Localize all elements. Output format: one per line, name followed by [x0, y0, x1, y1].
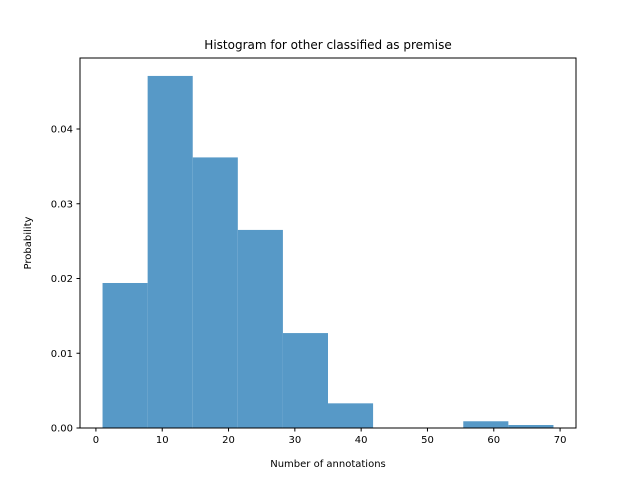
x-tick-label: 30	[288, 435, 301, 446]
y-axis-label: Probability	[23, 216, 34, 269]
histogram-bar	[102, 282, 148, 428]
y-tick-label: 0.00	[51, 424, 73, 435]
x-tick-label: 60	[487, 435, 500, 446]
bars-group	[102, 75, 554, 429]
y-tick-label: 0.01	[51, 349, 73, 360]
y-tick-label: 0.02	[51, 274, 73, 285]
histogram-bar	[147, 75, 193, 428]
histogram-bar	[282, 333, 328, 428]
x-tick-label: 70	[554, 435, 567, 446]
x-tick-label: 40	[355, 435, 368, 446]
histogram-bar	[192, 157, 238, 429]
histogram-bar	[328, 403, 374, 428]
x-tick-label: 20	[222, 435, 235, 446]
plot-frame	[79, 57, 577, 429]
chart-title: Histogram for other classified as premis…	[204, 38, 451, 52]
x-tick-label: 10	[156, 435, 169, 446]
histogram-bar	[237, 229, 283, 428]
x-axis: 0 10 20 30 40 50 60 70	[93, 428, 567, 446]
y-tick-label: 0.04	[51, 125, 73, 136]
y-axis: 0.00 0.01 0.02 0.03 0.04	[51, 125, 80, 435]
x-tick-label: 0	[93, 435, 99, 446]
histogram-bar	[463, 421, 509, 428]
x-axis-label: Number of annotations	[270, 459, 386, 470]
x-tick-label: 50	[421, 435, 434, 446]
histogram-bar	[508, 425, 554, 428]
y-tick-label: 0.03	[51, 199, 73, 210]
